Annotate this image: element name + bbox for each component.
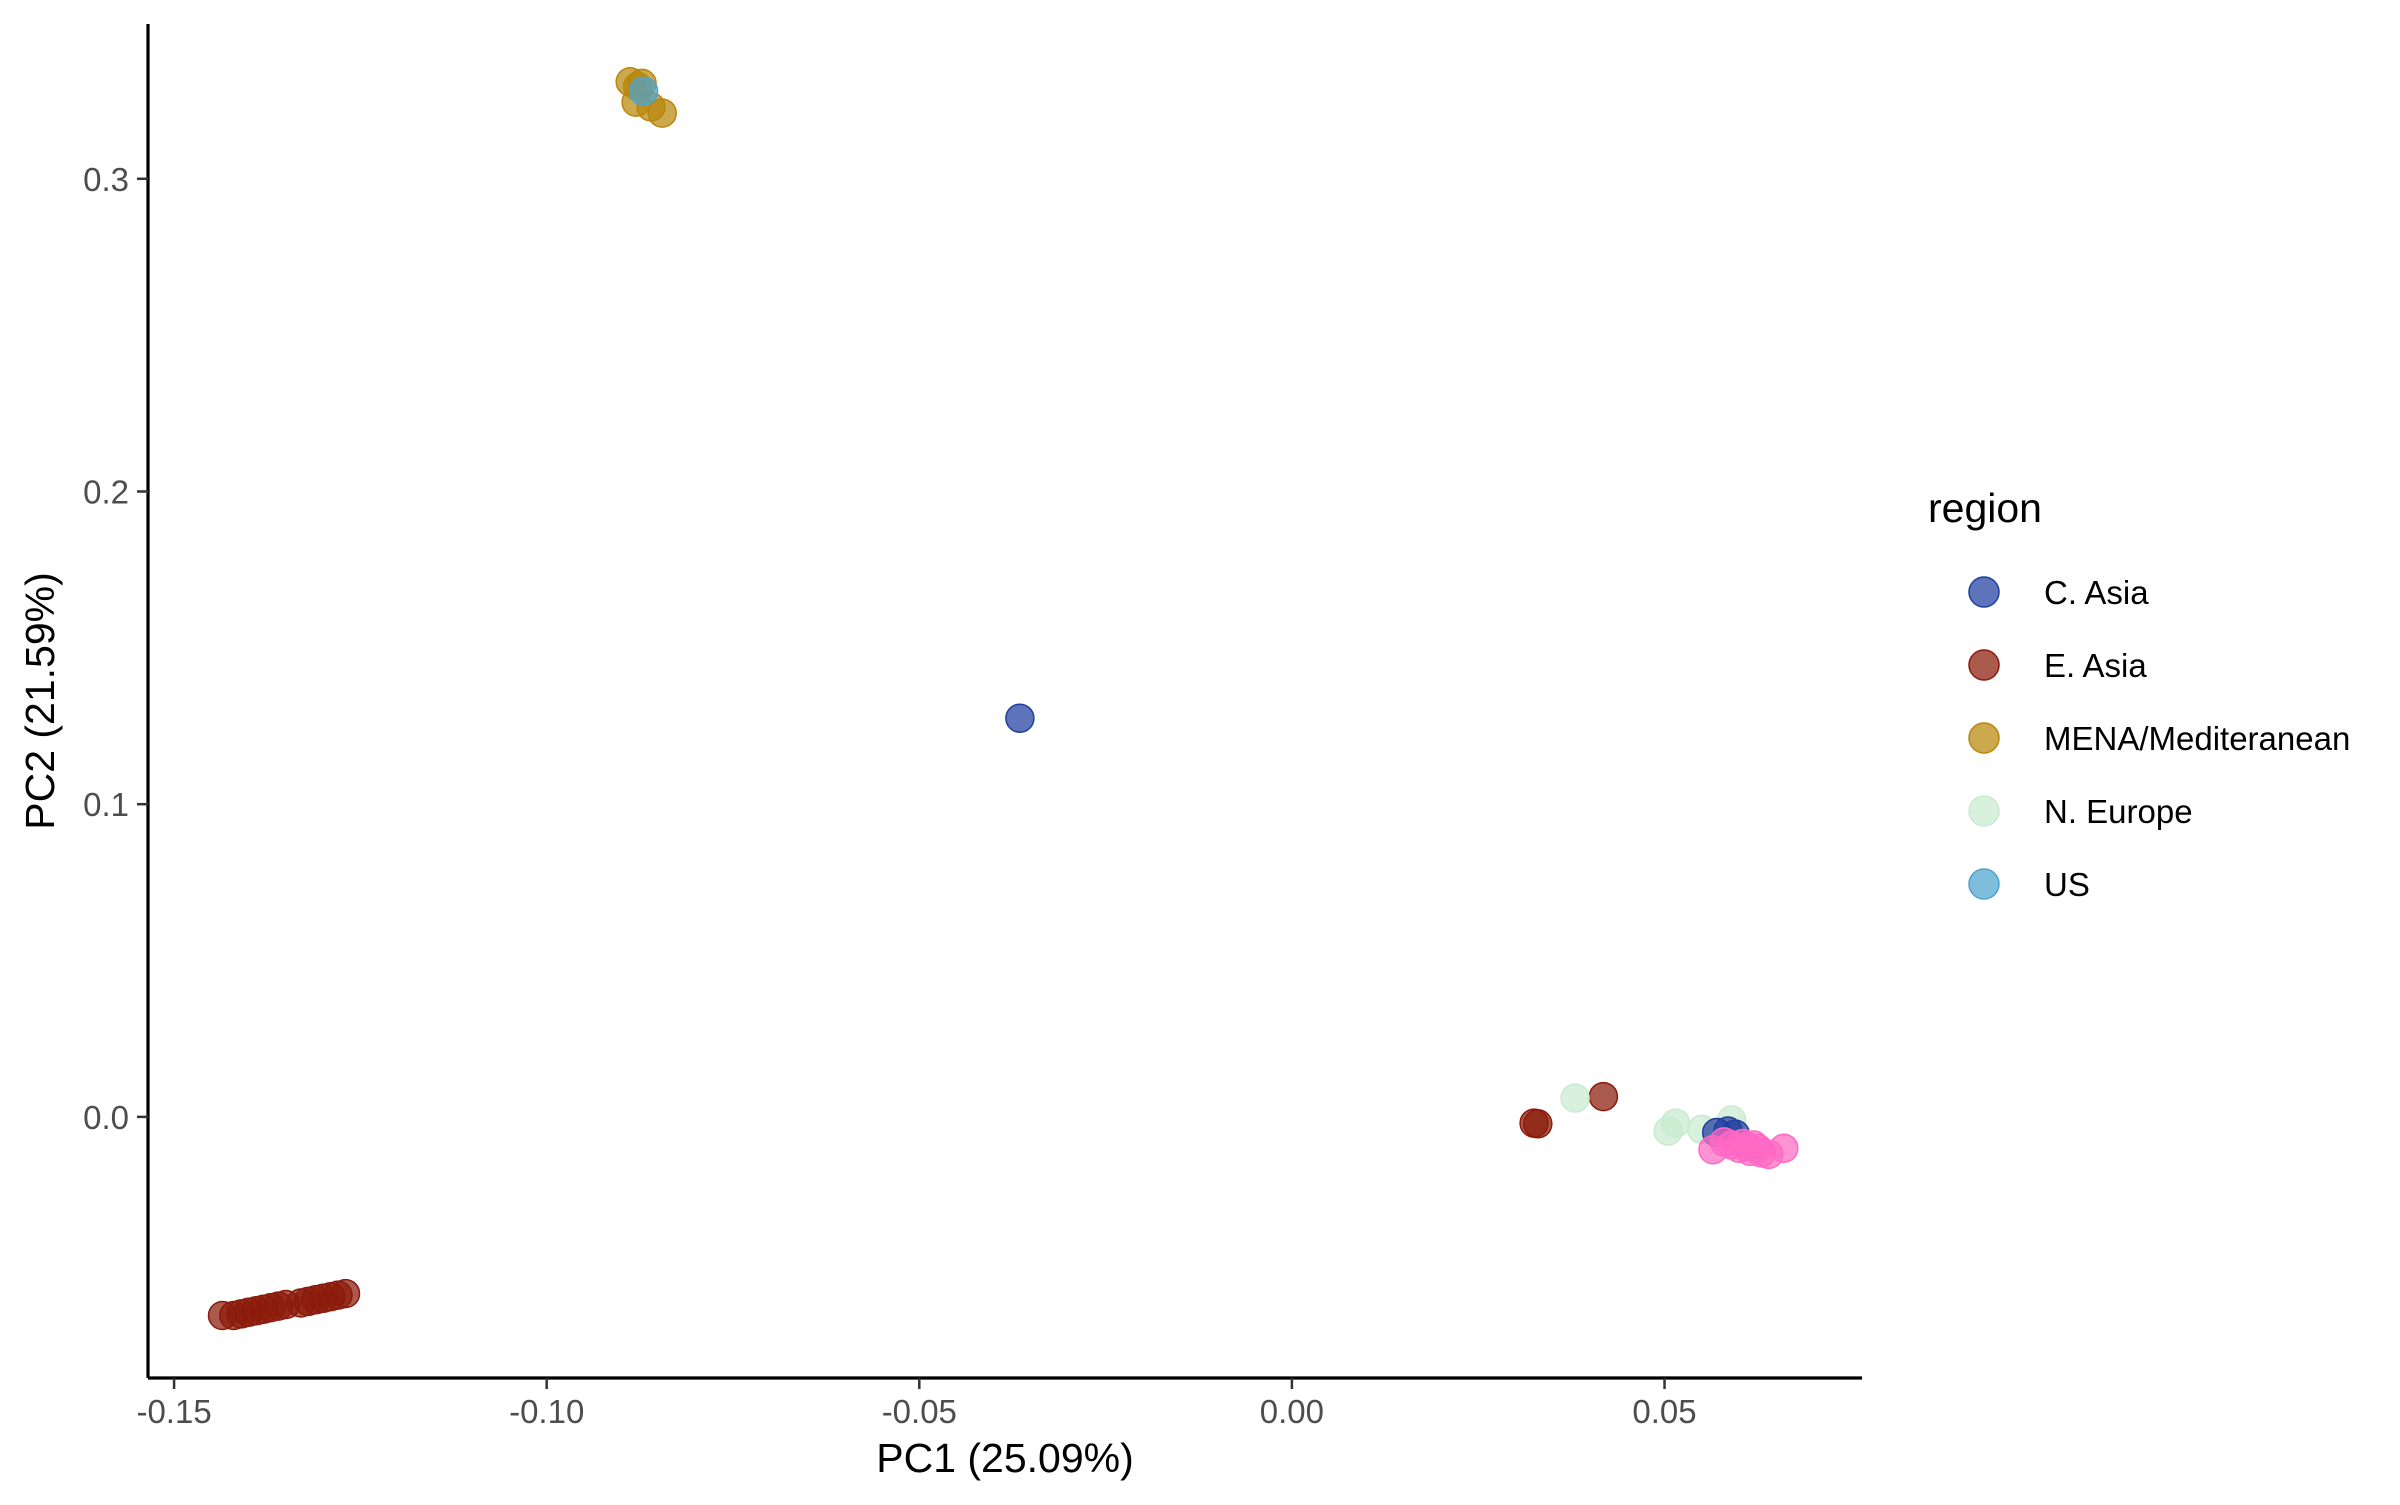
- x-tick-label-3: 0.00: [1260, 1393, 1324, 1430]
- point-unlabeled-11: [1769, 1133, 1799, 1163]
- legend-key-c-asia: [1968, 576, 2000, 608]
- legend-key-e-asia: [1968, 649, 2000, 681]
- y-tick-label-1: 0.1: [83, 786, 129, 823]
- x-tick-label-0: -0.15: [136, 1393, 211, 1430]
- point-e-asia-17: [1523, 1109, 1553, 1139]
- legend-label-mena-mediteranean: MENA/Mediteranean: [2044, 720, 2350, 757]
- point-us-0: [628, 76, 659, 106]
- legend: region C. Asia E. Asia MENA/Mediteranean N.…: [1928, 485, 2350, 903]
- y-tick-label-2: 0.2: [83, 473, 129, 510]
- point-e-asia-15: [330, 1278, 361, 1309]
- data-points: [207, 67, 1799, 1331]
- legend-key-n-europe: [1968, 795, 2000, 827]
- x-axis-ticks: -0.15 -0.10 -0.05 0.00 0.05: [136, 1378, 1697, 1430]
- legend-label-c-asia: C. Asia: [2044, 574, 2149, 611]
- point-e-asia-18: [1588, 1081, 1619, 1112]
- legend-label-n-europe: N. Europe: [2044, 793, 2193, 830]
- x-tick-label-4: 0.05: [1632, 1393, 1696, 1430]
- point-n-europe-0: [1560, 1083, 1590, 1113]
- legend-key-mena-mediteranean: [1968, 722, 2000, 754]
- legend-items: C. Asia E. Asia MENA/Mediteranean N. Europe…: [1968, 574, 2350, 903]
- y-axis-title: PC2 (21.59%): [17, 572, 63, 830]
- y-axis-ticks: 0.0 0.1 0.2 0.3: [83, 161, 148, 1136]
- legend-title: region: [1928, 485, 2042, 531]
- x-tick-label-1: -0.10: [509, 1393, 584, 1430]
- x-axis-title: PC1 (25.09%): [876, 1435, 1134, 1481]
- legend-key-us: [1968, 868, 2000, 900]
- point-mena-mediteranean-5: [647, 98, 677, 128]
- legend-label-us: US: [2044, 866, 2090, 903]
- y-tick-label-0: 0.0: [83, 1099, 129, 1136]
- legend-label-e-asia: E. Asia: [2044, 647, 2147, 684]
- point-c-asia-0: [1005, 703, 1035, 733]
- y-tick-label-3: 0.3: [83, 161, 129, 198]
- point-n-europe-2: [1660, 1108, 1691, 1138]
- x-tick-label-2: -0.05: [882, 1393, 957, 1430]
